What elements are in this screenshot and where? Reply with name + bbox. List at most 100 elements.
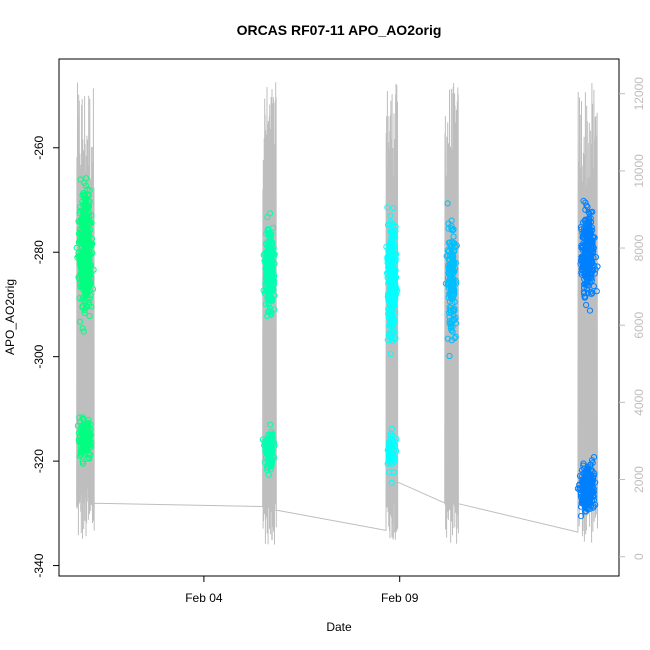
data-point [581, 281, 588, 288]
data-point [74, 254, 81, 261]
data-point [76, 318, 84, 325]
data-point [446, 352, 453, 360]
data-point [588, 224, 595, 231]
altitude-layer [76, 82, 598, 545]
data-point [589, 237, 596, 244]
data-point [388, 479, 395, 486]
data-point [448, 293, 455, 301]
data-point [86, 187, 93, 194]
data-point [583, 301, 590, 309]
data-point [76, 219, 84, 226]
data-point [444, 335, 451, 342]
data-point [79, 428, 87, 435]
data-point [449, 259, 456, 266]
data-point [386, 306, 393, 313]
data-point [583, 202, 590, 209]
data-point [81, 421, 88, 429]
data-point [580, 233, 587, 240]
data-point [80, 431, 87, 438]
data-point [581, 465, 588, 472]
data-point [446, 313, 453, 320]
data-point [588, 466, 595, 473]
data-point [586, 255, 593, 262]
right-tick-label: 12000 [632, 77, 646, 111]
data-point [267, 421, 274, 428]
data-point [268, 435, 275, 442]
data-point [582, 488, 589, 495]
data-point [84, 229, 91, 236]
x-tick-label: Feb 09 [381, 591, 419, 605]
data-point [265, 231, 272, 239]
data-point [590, 454, 598, 461]
x-axis-label: Date [326, 620, 352, 634]
data-point [587, 505, 594, 512]
data-point [589, 289, 596, 297]
data-point [587, 240, 595, 247]
data-point [586, 218, 593, 225]
data-point [449, 238, 456, 245]
data-point [590, 504, 597, 511]
data-point [82, 208, 89, 215]
data-point [83, 292, 90, 299]
data-point [83, 243, 90, 250]
data-point [445, 239, 452, 246]
data-point [388, 250, 395, 257]
data-point [384, 293, 391, 300]
data-point [85, 236, 92, 243]
data-point [393, 251, 400, 258]
data-point [85, 299, 93, 306]
data-point [81, 200, 89, 207]
data-point [81, 192, 88, 199]
data-point [449, 262, 457, 269]
y-axis-label: APO_AO2orig [3, 279, 17, 355]
data-point [79, 325, 86, 332]
data-point [583, 279, 590, 286]
data-point [264, 263, 271, 270]
right-tick-label: 10000 [632, 154, 646, 188]
data-point [81, 309, 88, 317]
data-point [450, 253, 457, 260]
data-point [81, 288, 88, 295]
data-point [80, 415, 87, 423]
data-point [79, 192, 86, 199]
data-point [388, 286, 395, 293]
data-point [589, 267, 596, 274]
data-point [266, 446, 273, 453]
data-point [87, 278, 94, 285]
y-tick-label: -340 [32, 553, 46, 577]
data-point [579, 243, 586, 250]
data-point [268, 231, 275, 238]
data-point [452, 333, 459, 340]
data-point [268, 282, 275, 289]
data-point [387, 350, 394, 357]
data-point [85, 454, 92, 461]
series-rf10 [442, 200, 460, 360]
data-point [260, 252, 267, 259]
data-point [449, 318, 456, 325]
data-point [594, 263, 601, 270]
plot-frame [58, 58, 620, 577]
data-point [582, 232, 589, 239]
data-point [448, 320, 455, 327]
data-point [444, 274, 451, 281]
data-point [86, 455, 93, 462]
series-rf08 [259, 210, 278, 478]
data-point [82, 217, 89, 224]
data-point [89, 286, 97, 293]
data-point [88, 212, 95, 219]
data-point [86, 295, 93, 302]
data-point [589, 250, 596, 257]
data-point [389, 222, 397, 229]
data-point [578, 255, 585, 262]
data-point [266, 442, 273, 449]
data-point [80, 284, 87, 291]
data-point [387, 320, 394, 327]
data-point [265, 471, 272, 478]
y-tick-label: -260 [32, 135, 46, 159]
data-point [385, 445, 392, 452]
data-point [87, 292, 94, 299]
data-point [383, 243, 390, 250]
data-point [80, 224, 87, 231]
data-point [77, 230, 84, 237]
